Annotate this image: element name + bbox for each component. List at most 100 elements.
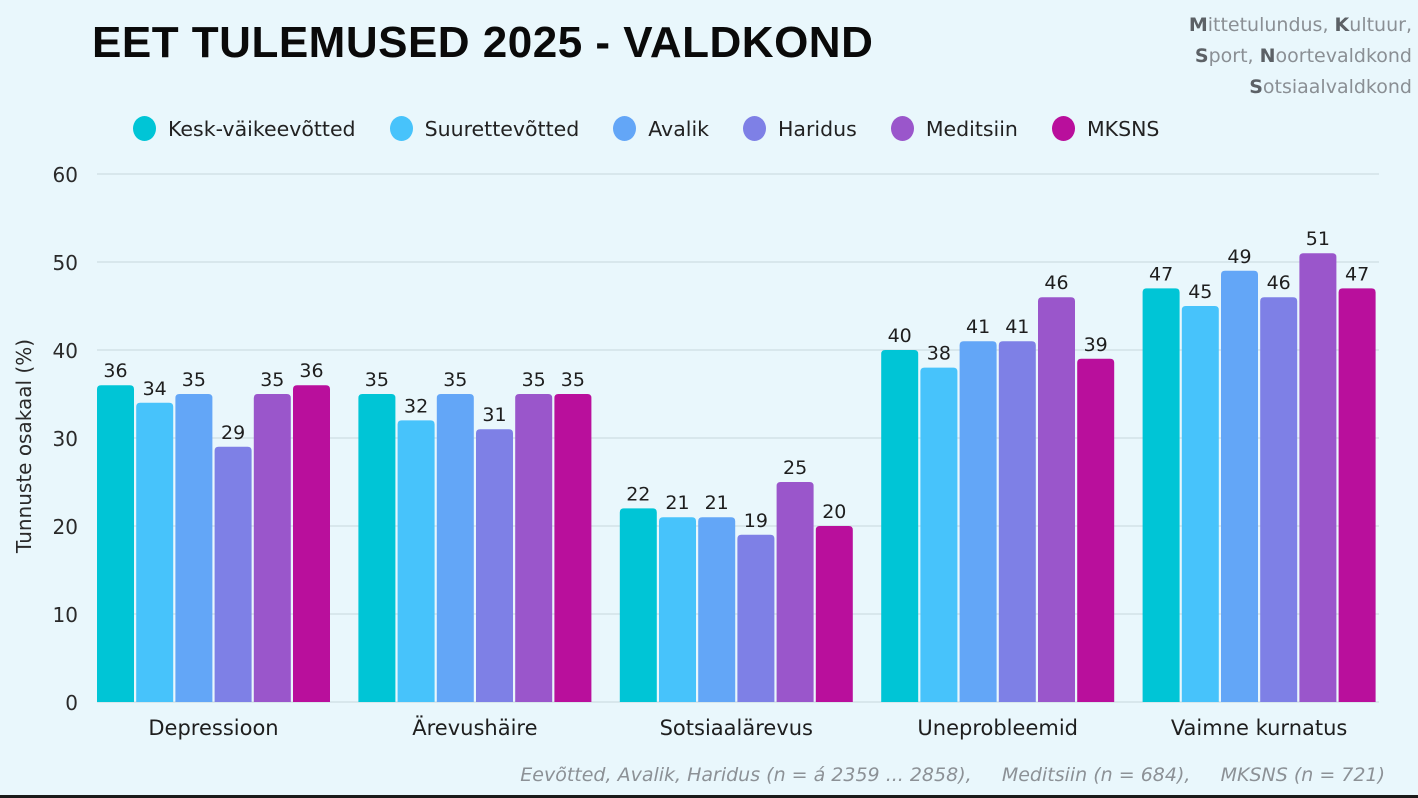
bar [1338,288,1376,702]
legend-item[interactable]: Kesk-väikeevõtted [133,116,356,141]
bar [515,394,553,702]
data-label: 25 [783,457,807,479]
legend-label: MKSNS [1086,116,1160,141]
data-label: 41 [1005,316,1029,338]
legend-label: Meditsiin [925,116,1018,141]
bar [815,526,853,702]
bar [97,385,134,702]
bar [358,394,396,702]
subtitle-line: Sotsiaalvaldkond [1189,72,1412,103]
x-tick-label: Uneprobleemid [917,716,1078,740]
bar [737,534,775,702]
data-label: 51 [1306,228,1330,250]
x-tick-label: Depressioon [148,716,278,740]
subtitle-initial: K [1334,14,1350,36]
data-label: 46 [1044,272,1068,294]
subtitle-text: otsiaalvaldkond [1262,76,1412,98]
footnote: Eevõtted, Avalik, Haridus (n = á 2359 ..… [520,764,1385,786]
data-label: 35 [443,369,467,391]
data-label: 36 [299,360,323,382]
bar [293,385,330,702]
bar [1181,306,1219,702]
bar [436,394,474,702]
legend-item[interactable]: Meditsiin [890,116,1018,141]
y-tick-label: 20 [53,515,78,539]
data-label: 34 [143,378,167,400]
data-label: 35 [182,369,206,391]
data-label: 35 [365,369,389,391]
subtitle-text: ultuur, [1349,14,1412,36]
legend-swatch-icon [1051,116,1075,141]
y-tick-label: 60 [53,163,78,187]
bar [920,367,958,702]
legend-label: Haridus [778,116,857,141]
bar [1260,297,1298,702]
bar [253,394,291,702]
bottom-border [0,795,1418,798]
bar [554,394,592,702]
data-label: 38 [927,343,951,365]
subtitle-initial: S [1249,76,1263,98]
subtitle-initial: N [1259,45,1276,67]
x-tick-label: Vaimne kurnatus [1171,716,1348,740]
subtitle-text: ittetulundus, [1207,14,1335,36]
legend-swatch-icon [890,116,914,141]
subtitle-line: Sport, Noortevaldkond [1189,41,1412,72]
bar [214,446,252,702]
bar [1142,288,1180,702]
data-label: 47 [1345,263,1369,285]
subtitle-text: oortevaldkond [1275,45,1412,67]
bar [476,429,513,702]
data-label: 20 [822,501,846,523]
bar [1038,297,1075,702]
subtitle-initial: M [1188,14,1208,36]
data-label: 47 [1149,263,1173,285]
legend-item[interactable]: Suurettevõtted [389,116,580,141]
bar [136,402,174,702]
data-label: 31 [482,404,506,426]
x-tick-label: Sotsiaalärevus [660,716,813,740]
data-label: 19 [744,510,768,532]
bar [1077,358,1115,702]
legend-item[interactable]: Haridus [743,116,857,141]
legend-swatch-icon [389,116,413,141]
data-label: 49 [1227,246,1251,268]
subtitle: Mittetulundus, Kultuur, Sport, Noortevald… [1189,10,1412,103]
bar [698,517,736,702]
data-label: 21 [705,492,729,514]
y-tick-label: 10 [53,603,78,627]
chart-title: EET TULEMUSED 2025 - VALDKOND [92,18,874,67]
data-label: 21 [665,492,689,514]
bar [998,341,1036,702]
legend-item[interactable]: Avalik [613,116,709,141]
data-label: 41 [966,316,990,338]
data-label: 36 [103,360,127,382]
data-label: 29 [221,422,245,444]
data-label: 35 [561,369,585,391]
bar [1299,253,1337,702]
bar [397,420,435,702]
legend-swatch-icon [133,116,156,141]
x-tick-label: Ärevushäire [412,715,537,740]
data-label: 22 [626,483,650,505]
y-tick-label: 0 [65,691,78,715]
bar [881,350,919,702]
bar [619,508,657,702]
data-label: 45 [1188,281,1212,303]
legend-item[interactable]: MKSNS [1051,116,1160,141]
legend-swatch-icon [743,116,767,141]
data-label: 46 [1267,272,1291,294]
legend: Kesk-väikeevõtted Suurettevõtted Avalik Har… [133,116,1193,141]
data-label: 32 [404,395,428,417]
bar [776,482,814,702]
legend-label: Suurettevõtted [424,116,580,141]
data-label: 39 [1084,334,1108,356]
subtitle-text: port, [1208,45,1260,67]
bar [175,394,213,702]
bar [1221,270,1258,702]
subtitle-line: Mittetulundus, Kultuur, [1189,10,1412,41]
data-label: 40 [888,325,912,347]
y-tick-label: 40 [53,339,78,363]
legend-label: Avalik [648,116,710,141]
